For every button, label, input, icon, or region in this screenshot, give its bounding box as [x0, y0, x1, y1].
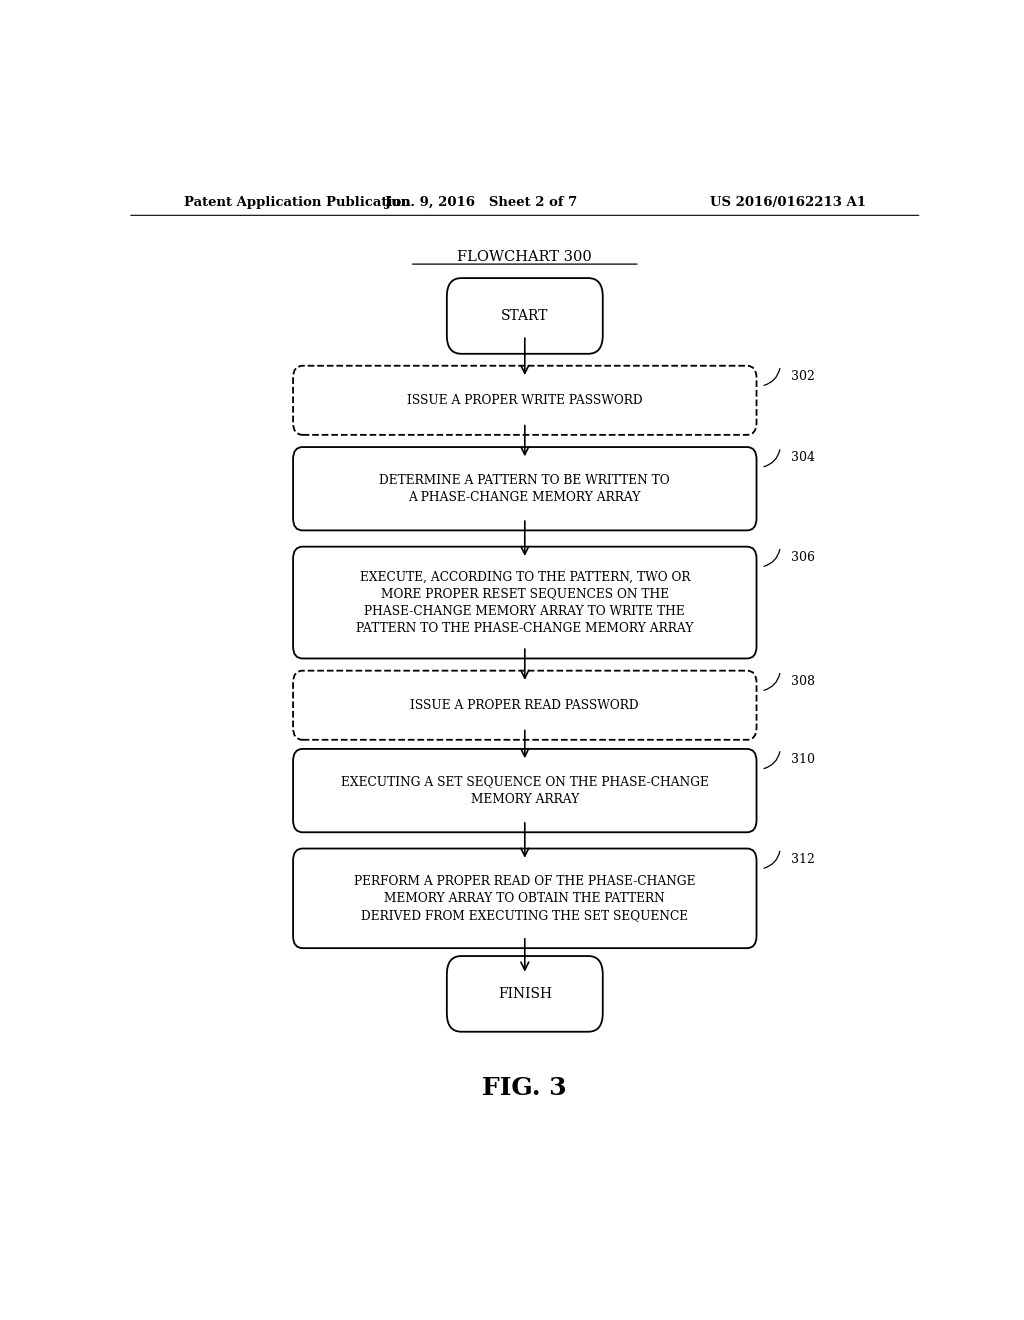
Text: ISSUE A PROPER READ PASSWORD: ISSUE A PROPER READ PASSWORD	[411, 698, 639, 711]
Text: START: START	[501, 309, 549, 323]
FancyBboxPatch shape	[293, 546, 757, 659]
Text: ISSUE A PROPER WRITE PASSWORD: ISSUE A PROPER WRITE PASSWORD	[407, 393, 643, 407]
FancyBboxPatch shape	[446, 956, 603, 1032]
Text: 304: 304	[791, 451, 815, 465]
Text: US 2016/0162213 A1: US 2016/0162213 A1	[710, 195, 866, 209]
FancyBboxPatch shape	[446, 279, 603, 354]
Text: Jun. 9, 2016   Sheet 2 of 7: Jun. 9, 2016 Sheet 2 of 7	[385, 195, 578, 209]
Text: 310: 310	[791, 752, 815, 766]
FancyBboxPatch shape	[293, 671, 757, 739]
FancyBboxPatch shape	[293, 366, 757, 434]
Text: FLOWCHART 300: FLOWCHART 300	[458, 249, 592, 264]
Text: 302: 302	[791, 370, 814, 383]
Text: 306: 306	[791, 550, 815, 564]
Text: DETERMINE A PATTERN TO BE WRITTEN TO
A PHASE-CHANGE MEMORY ARRAY: DETERMINE A PATTERN TO BE WRITTEN TO A P…	[380, 474, 670, 504]
FancyBboxPatch shape	[293, 849, 757, 948]
Text: FINISH: FINISH	[498, 987, 552, 1001]
Text: Patent Application Publication: Patent Application Publication	[183, 195, 411, 209]
Text: 312: 312	[791, 853, 814, 866]
Text: EXECUTE, ACCORDING TO THE PATTERN, TWO OR
MORE PROPER RESET SEQUENCES ON THE
PHA: EXECUTE, ACCORDING TO THE PATTERN, TWO O…	[356, 570, 693, 635]
Text: FIG. 3: FIG. 3	[482, 1076, 567, 1101]
Text: 308: 308	[791, 675, 815, 688]
FancyBboxPatch shape	[293, 748, 757, 833]
Text: PERFORM A PROPER READ OF THE PHASE-CHANGE
MEMORY ARRAY TO OBTAIN THE PATTERN
DER: PERFORM A PROPER READ OF THE PHASE-CHANG…	[354, 875, 695, 921]
FancyBboxPatch shape	[293, 447, 757, 531]
Text: EXECUTING A SET SEQUENCE ON THE PHASE-CHANGE
MEMORY ARRAY: EXECUTING A SET SEQUENCE ON THE PHASE-CH…	[341, 776, 709, 805]
